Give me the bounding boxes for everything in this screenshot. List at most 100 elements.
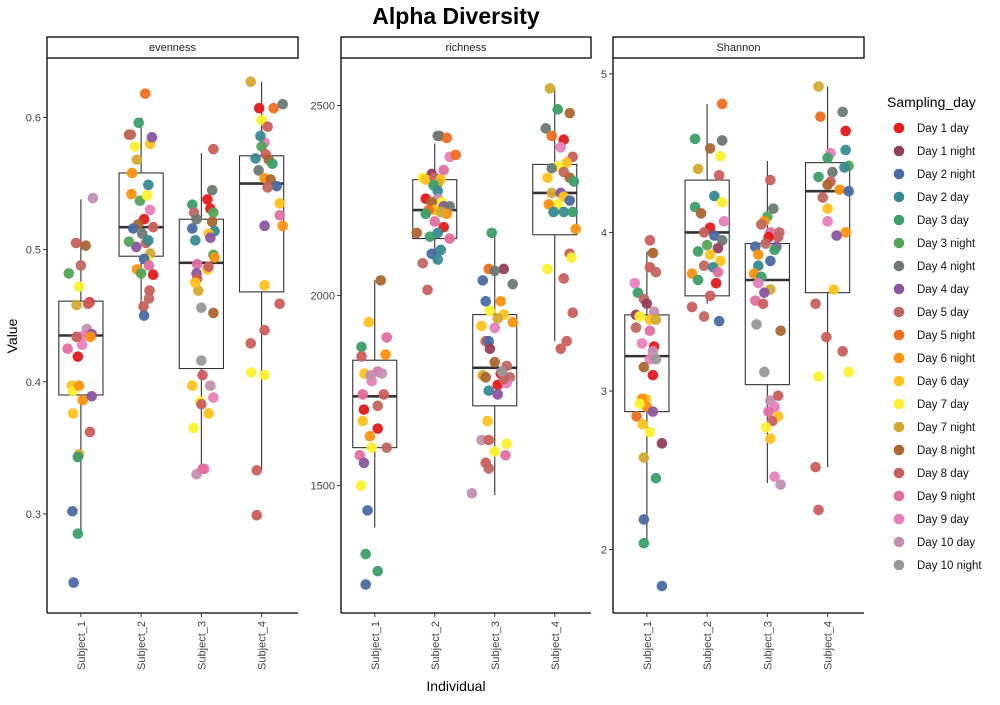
legend-item: Day 1 night (893, 145, 976, 158)
data-point (268, 102, 279, 114)
data-point (483, 463, 495, 474)
y-tick-label: 2500 (311, 101, 335, 113)
data-point (567, 307, 579, 318)
legend-item: Day 5 night (893, 329, 976, 342)
data-point (500, 449, 511, 461)
data-point (757, 298, 769, 310)
data-point (756, 219, 767, 230)
data-point (246, 367, 257, 378)
y-tick-label: 0.4 (26, 377, 41, 389)
data-point (774, 227, 785, 238)
data-point (636, 338, 648, 349)
x-tick-label: Subject_1 (76, 621, 88, 670)
facet-panels: evenness 0.3 0.4 0.5 0.6 Subject_1 Subject_2 Su… (26, 36, 865, 670)
data-point (822, 203, 833, 214)
facet-strip-label: richness (446, 42, 487, 54)
data-point (489, 356, 501, 368)
legend-label: Day 10 day (917, 537, 975, 549)
data-point (262, 121, 273, 133)
data-point (73, 380, 85, 392)
data-point (75, 260, 87, 271)
data-point (381, 442, 393, 453)
data-point (822, 216, 833, 227)
data-point (543, 199, 555, 210)
data-point (769, 244, 780, 256)
data-point (133, 117, 145, 129)
data-point (570, 223, 582, 235)
x-axis-label: Individual (426, 678, 485, 694)
data-point (834, 184, 845, 195)
data-point (147, 221, 159, 233)
data-point (716, 98, 728, 110)
legend-key (893, 444, 905, 456)
legend-item: Day 8 day (893, 467, 969, 480)
data-point (253, 165, 264, 176)
data-point (552, 104, 564, 115)
legend-item: Day 10 night (893, 559, 982, 572)
data-point (837, 106, 848, 118)
legend-title: Sampling_day (887, 94, 976, 110)
x-tick-label: Subject_4 (823, 621, 835, 670)
data-point (709, 230, 720, 241)
legend-item: Day 3 day (893, 214, 969, 227)
data-point (483, 434, 495, 446)
data-point (476, 320, 487, 332)
data-point (380, 349, 391, 360)
data-point (566, 252, 577, 263)
legend-key (893, 536, 905, 548)
data-point (810, 298, 821, 310)
legend-item: Day 9 night (893, 490, 976, 503)
data-point (637, 419, 648, 430)
data-point (435, 206, 447, 218)
data-point (256, 141, 267, 152)
legend-label: Day 4 night (917, 261, 976, 273)
data-point (695, 208, 707, 219)
boxplot-subject_1 (58, 199, 104, 534)
legend-label: Day 6 night (917, 353, 976, 365)
legend-label: Day 9 day (917, 514, 969, 526)
legend-key (893, 352, 905, 364)
data-point (704, 290, 716, 302)
data-point (716, 235, 728, 246)
data-point (138, 310, 150, 321)
data-point (650, 314, 662, 325)
data-point (839, 162, 850, 173)
data-point (484, 343, 496, 355)
data-point (143, 260, 155, 271)
data-point (564, 195, 576, 206)
y-tick-label: 2000 (311, 291, 335, 303)
data-point (251, 509, 263, 521)
data-point (196, 302, 207, 314)
data-point (444, 233, 456, 244)
data-point (837, 346, 848, 357)
data-point (828, 284, 839, 295)
data-point (638, 361, 650, 373)
data-point (489, 265, 501, 277)
data-point (143, 293, 155, 304)
y-tick-label: 0.5 (26, 245, 41, 257)
data-point (259, 279, 270, 291)
data-point (492, 389, 504, 400)
data-point (813, 81, 824, 92)
data-point (568, 176, 580, 187)
data-point (507, 316, 519, 328)
data-point (432, 130, 444, 142)
x-tick-label: Subject_2 (136, 621, 148, 670)
data-point (71, 331, 82, 343)
legend-item: Day 3 night (893, 237, 976, 250)
data-point (822, 179, 833, 191)
legend-label: Day 8 night (917, 445, 976, 457)
data-point (259, 324, 270, 336)
data-point (196, 355, 207, 366)
legend-key (893, 168, 905, 180)
data-point (366, 442, 378, 453)
data-point (647, 406, 659, 417)
data-point (638, 514, 650, 525)
data-point (140, 88, 151, 99)
y-axis-label: Value (4, 318, 20, 353)
x-tick-label: Subject_1 (642, 621, 654, 670)
data-point (548, 206, 559, 218)
data-point (775, 325, 786, 337)
data-point (70, 237, 82, 249)
data-point (422, 284, 433, 296)
